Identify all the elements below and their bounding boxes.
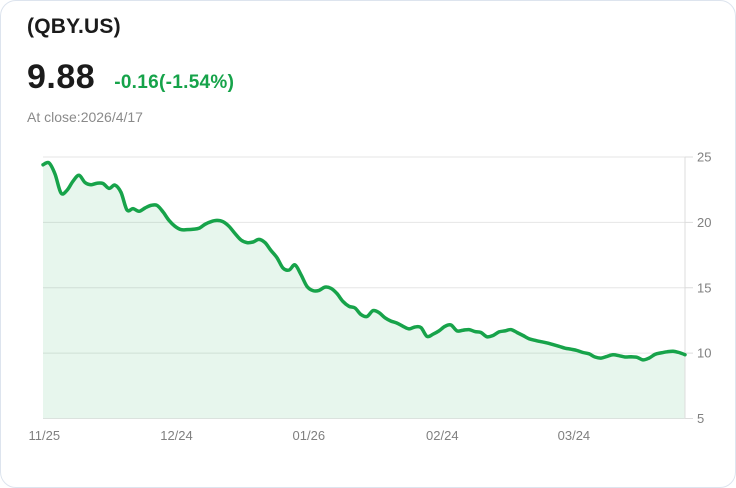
ticker-symbol: (QBY.US): [27, 15, 121, 38]
price-line: [41, 160, 687, 362]
price-row: 9.88 -0.16(-1.54%): [27, 60, 234, 94]
close-timestamp: At close:2026/4/17: [27, 109, 143, 125]
x-tick-label: 02/24: [426, 428, 459, 443]
x-tick-label: 12/24: [160, 428, 193, 443]
last-price: 9.88: [27, 58, 96, 96]
y-tick-label: 5: [697, 411, 704, 426]
x-tick-label: 01/26: [293, 428, 326, 443]
y-tick-label: 25: [697, 150, 711, 165]
x-tick-label: 11/25: [29, 428, 61, 443]
y-tick-label: 10: [697, 346, 711, 361]
y-tick-label: 20: [697, 215, 711, 230]
y-tick-label: 15: [697, 280, 711, 295]
price-change: -0.16(-1.54%): [114, 72, 235, 93]
quote-header: (QBY.US) 9.88 -0.16(-1.54%) At close:202…: [27, 15, 234, 125]
x-tick-label: 03/24: [558, 428, 591, 443]
area-fill: [43, 162, 685, 419]
